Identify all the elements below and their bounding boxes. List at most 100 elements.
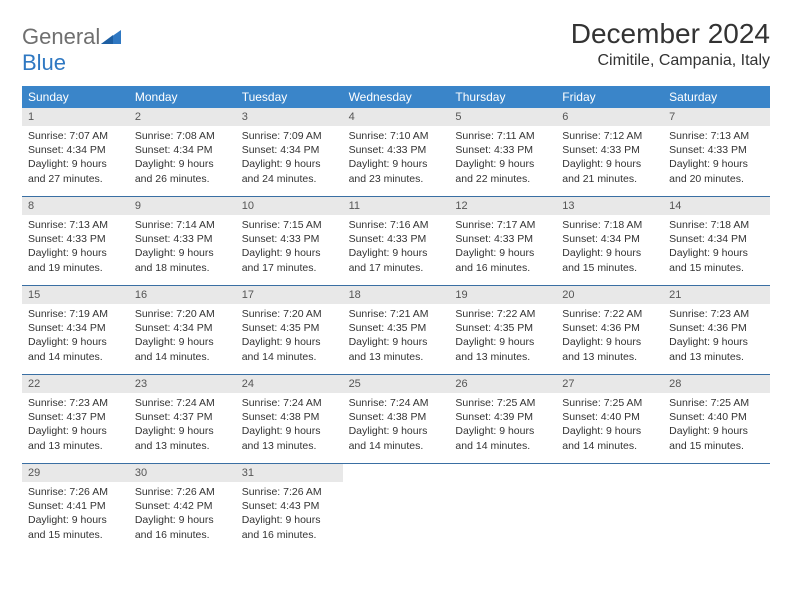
sunset-text: Sunset: 4:34 PM: [242, 143, 337, 157]
sunset-text: Sunset: 4:36 PM: [669, 321, 764, 335]
sunset-text: Sunset: 4:42 PM: [135, 499, 230, 513]
sunrise-text: Sunrise: 7:16 AM: [349, 218, 444, 232]
daylight-line2: and 16 minutes.: [455, 261, 550, 275]
dow-thursday: Thursday: [449, 86, 556, 108]
logo-word-1: General: [22, 24, 100, 49]
day-body: Sunrise: 7:26 AMSunset: 4:41 PMDaylight:…: [22, 482, 129, 548]
calendar-grid: Sunday Monday Tuesday Wednesday Thursday…: [22, 86, 770, 552]
day-body: Sunrise: 7:13 AMSunset: 4:33 PMDaylight:…: [663, 126, 770, 192]
day-number: 26: [449, 375, 556, 393]
day-body: Sunrise: 7:11 AMSunset: 4:33 PMDaylight:…: [449, 126, 556, 192]
sunrise-text: Sunrise: 7:26 AM: [28, 485, 123, 499]
daylight-line2: and 13 minutes.: [349, 350, 444, 364]
week-row: 1Sunrise: 7:07 AMSunset: 4:34 PMDaylight…: [22, 108, 770, 197]
daylight-line1: Daylight: 9 hours: [242, 157, 337, 171]
sunrise-text: Sunrise: 7:13 AM: [669, 129, 764, 143]
day-body: Sunrise: 7:24 AMSunset: 4:38 PMDaylight:…: [236, 393, 343, 459]
day-number: 28: [663, 375, 770, 393]
daylight-line2: and 27 minutes.: [28, 172, 123, 186]
sunrise-text: Sunrise: 7:12 AM: [562, 129, 657, 143]
day-number: 8: [22, 197, 129, 215]
sunset-text: Sunset: 4:33 PM: [562, 143, 657, 157]
sunrise-text: Sunrise: 7:18 AM: [562, 218, 657, 232]
daylight-line1: Daylight: 9 hours: [135, 157, 230, 171]
day-cell: 11Sunrise: 7:16 AMSunset: 4:33 PMDayligh…: [343, 197, 450, 285]
daylight-line2: and 22 minutes.: [455, 172, 550, 186]
sunset-text: Sunset: 4:35 PM: [242, 321, 337, 335]
daylight-line1: Daylight: 9 hours: [455, 157, 550, 171]
daylight-line2: and 15 minutes.: [28, 528, 123, 542]
day-body: Sunrise: 7:07 AMSunset: 4:34 PMDaylight:…: [22, 126, 129, 192]
day-body: Sunrise: 7:13 AMSunset: 4:33 PMDaylight:…: [22, 215, 129, 281]
sunset-text: Sunset: 4:36 PM: [562, 321, 657, 335]
daylight-line2: and 20 minutes.: [669, 172, 764, 186]
day-number: 5: [449, 108, 556, 126]
day-number: 18: [343, 286, 450, 304]
day-of-week-header: Sunday Monday Tuesday Wednesday Thursday…: [22, 86, 770, 108]
day-body: Sunrise: 7:23 AMSunset: 4:37 PMDaylight:…: [22, 393, 129, 459]
daylight-line1: Daylight: 9 hours: [669, 424, 764, 438]
day-cell: 14Sunrise: 7:18 AMSunset: 4:34 PMDayligh…: [663, 197, 770, 285]
day-body: Sunrise: 7:24 AMSunset: 4:38 PMDaylight:…: [343, 393, 450, 459]
dow-monday: Monday: [129, 86, 236, 108]
sunrise-text: Sunrise: 7:15 AM: [242, 218, 337, 232]
sunrise-text: Sunrise: 7:23 AM: [28, 396, 123, 410]
day-body: Sunrise: 7:18 AMSunset: 4:34 PMDaylight:…: [663, 215, 770, 281]
day-cell: 19Sunrise: 7:22 AMSunset: 4:35 PMDayligh…: [449, 286, 556, 374]
sunrise-text: Sunrise: 7:07 AM: [28, 129, 123, 143]
day-cell: 18Sunrise: 7:21 AMSunset: 4:35 PMDayligh…: [343, 286, 450, 374]
day-number: 29: [22, 464, 129, 482]
daylight-line2: and 15 minutes.: [669, 439, 764, 453]
day-cell: 8Sunrise: 7:13 AMSunset: 4:33 PMDaylight…: [22, 197, 129, 285]
day-number: 21: [663, 286, 770, 304]
sunrise-text: Sunrise: 7:25 AM: [669, 396, 764, 410]
day-body: Sunrise: 7:20 AMSunset: 4:34 PMDaylight:…: [129, 304, 236, 370]
day-number: 22: [22, 375, 129, 393]
sunset-text: Sunset: 4:33 PM: [455, 143, 550, 157]
day-number: 20: [556, 286, 663, 304]
daylight-line2: and 17 minutes.: [349, 261, 444, 275]
sunrise-text: Sunrise: 7:20 AM: [242, 307, 337, 321]
sunset-text: Sunset: 4:33 PM: [455, 232, 550, 246]
day-cell: 6Sunrise: 7:12 AMSunset: 4:33 PMDaylight…: [556, 108, 663, 196]
day-number: 14: [663, 197, 770, 215]
sunset-text: Sunset: 4:33 PM: [135, 232, 230, 246]
day-cell: 12Sunrise: 7:17 AMSunset: 4:33 PMDayligh…: [449, 197, 556, 285]
day-cell: 26Sunrise: 7:25 AMSunset: 4:39 PMDayligh…: [449, 375, 556, 463]
day-cell: 30Sunrise: 7:26 AMSunset: 4:42 PMDayligh…: [129, 464, 236, 552]
daylight-line1: Daylight: 9 hours: [28, 246, 123, 260]
title-block: December 2024 Cimitile, Campania, Italy: [571, 18, 770, 70]
daylight-line1: Daylight: 9 hours: [242, 335, 337, 349]
day-number: 17: [236, 286, 343, 304]
daylight-line2: and 21 minutes.: [562, 172, 657, 186]
header: General Blue December 2024 Cimitile, Cam…: [22, 18, 770, 76]
sunset-text: Sunset: 4:33 PM: [349, 143, 444, 157]
day-body: Sunrise: 7:10 AMSunset: 4:33 PMDaylight:…: [343, 126, 450, 192]
day-number: 25: [343, 375, 450, 393]
sunrise-text: Sunrise: 7:20 AM: [135, 307, 230, 321]
daylight-line1: Daylight: 9 hours: [349, 335, 444, 349]
day-body: Sunrise: 7:22 AMSunset: 4:36 PMDaylight:…: [556, 304, 663, 370]
daylight-line1: Daylight: 9 hours: [562, 157, 657, 171]
day-number: 23: [129, 375, 236, 393]
daylight-line1: Daylight: 9 hours: [28, 424, 123, 438]
week-row: 29Sunrise: 7:26 AMSunset: 4:41 PMDayligh…: [22, 464, 770, 552]
day-cell: 3Sunrise: 7:09 AMSunset: 4:34 PMDaylight…: [236, 108, 343, 196]
day-number: 13: [556, 197, 663, 215]
daylight-line2: and 13 minutes.: [669, 350, 764, 364]
daylight-line2: and 26 minutes.: [135, 172, 230, 186]
day-cell: [663, 464, 770, 552]
sunrise-text: Sunrise: 7:14 AM: [135, 218, 230, 232]
daylight-line2: and 18 minutes.: [135, 261, 230, 275]
daylight-line2: and 14 minutes.: [562, 439, 657, 453]
daylight-line2: and 13 minutes.: [28, 439, 123, 453]
sunset-text: Sunset: 4:34 PM: [135, 321, 230, 335]
sunrise-text: Sunrise: 7:21 AM: [349, 307, 444, 321]
day-number: 27: [556, 375, 663, 393]
daylight-line2: and 13 minutes.: [135, 439, 230, 453]
day-number: 10: [236, 197, 343, 215]
day-cell: 15Sunrise: 7:19 AMSunset: 4:34 PMDayligh…: [22, 286, 129, 374]
sunset-text: Sunset: 4:33 PM: [242, 232, 337, 246]
sunset-text: Sunset: 4:34 PM: [28, 321, 123, 335]
day-cell: [343, 464, 450, 552]
